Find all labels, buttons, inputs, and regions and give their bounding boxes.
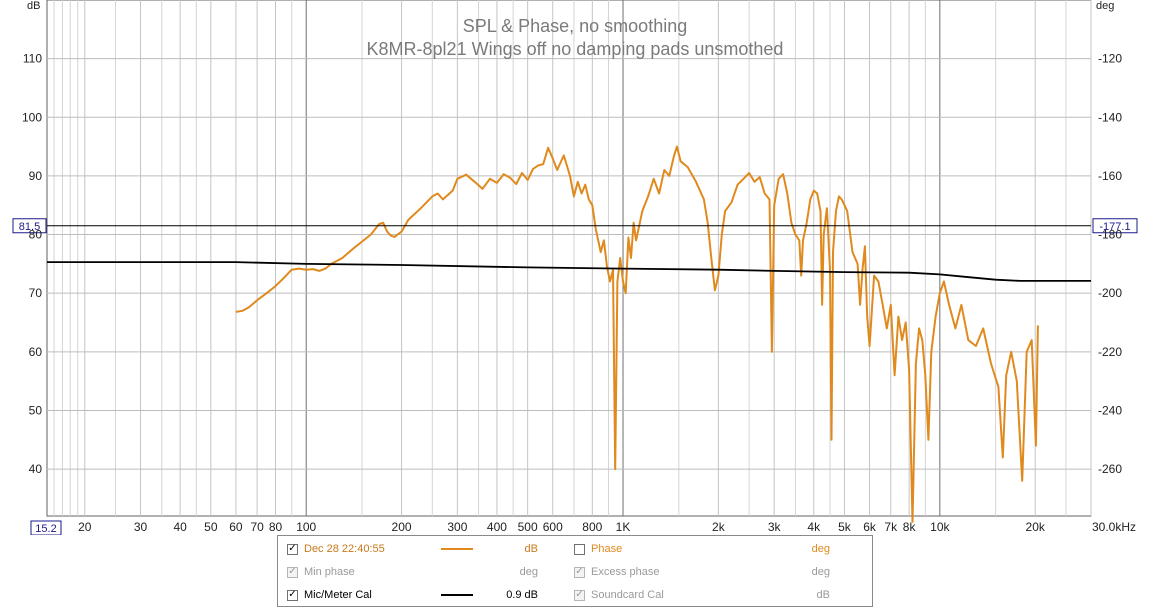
legend-item[interactable]: ✓ Dec 28 22:40:55 xyxy=(287,538,385,560)
legend-item[interactable]: Phase xyxy=(574,538,622,560)
legend-checkbox[interactable] xyxy=(574,543,585,555)
legend-checkbox: ✓ xyxy=(574,566,585,578)
legend-item: ✓ Soundcard Cal xyxy=(574,584,664,606)
x-tick-label: 4k xyxy=(807,520,821,534)
legend-item-label: Mic/Meter Cal xyxy=(304,589,372,601)
x-tick-label: 20k xyxy=(1026,520,1046,534)
y-axis-label: dB xyxy=(27,0,40,12)
x-tick-label: 3k xyxy=(768,520,782,534)
y-tick-label: 80 xyxy=(29,228,43,242)
legend-item: ✓ Excess phase xyxy=(574,561,659,583)
y-tick-label: 110 xyxy=(23,52,42,66)
x-tick-label: 200 xyxy=(392,520,412,534)
legend-item-label: Phase xyxy=(591,543,623,555)
legend-item-value: deg xyxy=(519,566,538,578)
x-tick-label: 800 xyxy=(582,520,602,534)
x-tick-label: 1K xyxy=(616,520,631,534)
chart-subtitle: K8MR-8pl21 Wings off no damping pads uns… xyxy=(367,39,784,59)
x-tick-label: 2k xyxy=(712,520,726,534)
y2-axis-label: deg xyxy=(1096,0,1114,12)
x-tick-label: 30 xyxy=(134,520,148,534)
legend-item[interactable]: ✓ Mic/Meter Cal xyxy=(287,584,372,606)
cursor-y-label: 81.5 xyxy=(19,221,40,233)
x-tick-label: 100 xyxy=(296,520,316,534)
cursor-x-label: 15.2 xyxy=(35,523,56,535)
x-tick-label: 600 xyxy=(543,520,563,534)
series-line xyxy=(47,261,1091,282)
y2-tick-label: -260 xyxy=(1098,462,1122,476)
y-tick-label: 100 xyxy=(22,110,42,124)
legend-item-label: Dec 28 22:40:55 xyxy=(304,543,385,555)
y-tick-label: 90 xyxy=(29,169,43,183)
legend-item-value: dB xyxy=(816,589,830,601)
legend-item-value: dB xyxy=(524,543,538,555)
x-tick-label: 30.0kHz xyxy=(1092,520,1136,534)
legend-item-label: Min phase xyxy=(304,566,355,578)
legend-item-value: 0.9 dB xyxy=(506,589,538,601)
y2-tick-label: -140 xyxy=(1098,110,1122,124)
y2-tick-label: -200 xyxy=(1098,286,1122,300)
series-layer xyxy=(47,145,1091,523)
y2-tick-label: -220 xyxy=(1098,345,1122,359)
legend-item-label: Excess phase xyxy=(591,566,660,578)
legend-checkbox[interactable]: ✓ xyxy=(287,589,298,601)
x-tick-label: 400 xyxy=(487,520,507,534)
grid-lines xyxy=(47,0,1092,516)
y2-tick-label: -180 xyxy=(1098,228,1122,242)
x-tick-label: 500 xyxy=(518,520,538,534)
legend-swatch xyxy=(441,548,473,550)
y-tick-label: 70 xyxy=(29,286,43,300)
cursor-x-box xyxy=(30,520,62,535)
legend-item-label: Soundcard Cal xyxy=(591,589,664,601)
legend-item-value: deg xyxy=(811,566,830,578)
legend-swatch xyxy=(441,594,473,596)
legend-item: ✓ Min phase xyxy=(287,561,355,583)
x-tick-label: 10k xyxy=(930,520,950,534)
legend-row: ✓ Min phase deg ✓ Excess phase deg xyxy=(278,561,872,583)
cursor-y2-label: -177.1 xyxy=(1099,221,1130,233)
plot-area[interactable] xyxy=(46,0,1092,517)
chart-title: SPL & Phase, no smoothing xyxy=(463,16,687,36)
cursor-y-box xyxy=(12,218,47,234)
x-tick-label: 8k xyxy=(903,520,917,534)
legend-panel: ✓ Dec 28 22:40:55 dB Phase deg ✓ Min phase deg ✓… xyxy=(277,535,873,607)
legend-checkbox[interactable]: ✓ xyxy=(287,543,298,555)
x-tick-label: 7k xyxy=(884,520,898,534)
x-tick-label: 80 xyxy=(269,520,283,534)
series-line xyxy=(235,145,1039,523)
x-tick-label: 50 xyxy=(204,520,218,534)
legend-row: ✓ Mic/Meter Cal 0.9 dB ✓ Soundcard Cal dB xyxy=(278,584,872,606)
y2-tick-label: -120 xyxy=(1098,52,1122,66)
y2-tick-label: -240 xyxy=(1098,403,1122,417)
spl-phase-chart[interactable]: 81.5 -177.1 15.2 SPL & Phase, no smoothing… xyxy=(0,0,1150,535)
x-tick-label: 300 xyxy=(447,520,467,534)
x-tick-label: 60 xyxy=(229,520,243,534)
y-tick-label: 40 xyxy=(29,462,43,476)
y-tick-label: 50 xyxy=(29,403,43,417)
x-tick-label: 40 xyxy=(173,520,187,534)
x-tick-label: 20 xyxy=(78,520,92,534)
cursor-layer: 81.5 -177.1 15.2 xyxy=(12,218,1138,535)
legend-item-value: deg xyxy=(811,543,830,555)
axis-ticks: 20 30 40 50 60 70 80 100 200 300 400 500 600 800 1K 2k 3… xyxy=(22,52,1136,534)
y-tick-label: 60 xyxy=(29,345,43,359)
legend-checkbox: ✓ xyxy=(287,566,298,578)
legend-checkbox: ✓ xyxy=(574,589,585,601)
x-tick-label: 70 xyxy=(250,520,264,534)
x-tick-label: 6k xyxy=(863,520,877,534)
cursor-y2-box xyxy=(1092,218,1138,234)
legend-row: ✓ Dec 28 22:40:55 dB Phase deg xyxy=(278,538,872,560)
y2-tick-label: -160 xyxy=(1098,169,1122,183)
x-tick-label: 5k xyxy=(838,520,852,534)
